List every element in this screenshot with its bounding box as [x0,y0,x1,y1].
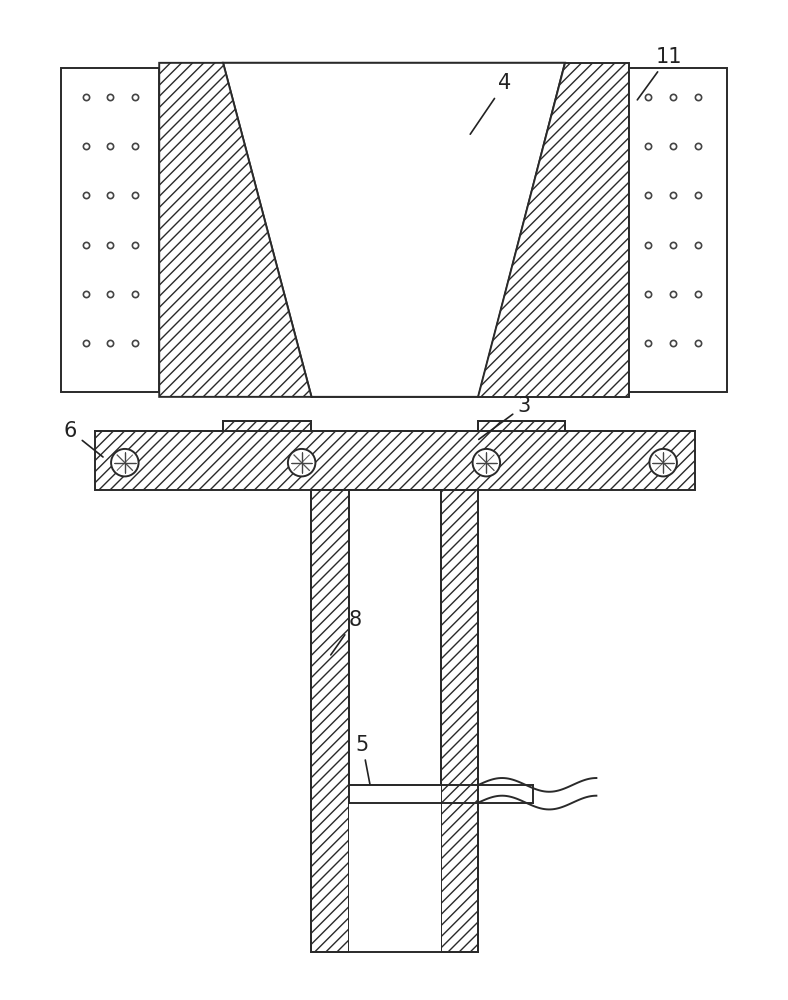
Circle shape [649,449,677,476]
Polygon shape [478,63,629,397]
Text: 5: 5 [355,735,370,784]
Polygon shape [159,63,311,397]
Polygon shape [311,490,349,952]
Polygon shape [95,431,694,490]
Circle shape [288,449,315,476]
Circle shape [473,449,500,476]
Text: 11: 11 [637,47,682,100]
Text: 6: 6 [64,421,103,457]
Bar [629,68,727,392]
Circle shape [111,449,139,476]
Bar [349,785,441,952]
Text: 3: 3 [479,396,531,439]
Polygon shape [441,490,478,952]
Text: 8: 8 [331,610,362,655]
Bar [61,68,159,392]
Polygon shape [223,63,565,397]
Polygon shape [223,63,565,397]
Polygon shape [478,421,565,431]
Polygon shape [223,421,311,431]
Text: 4: 4 [470,73,511,134]
Bar [311,490,478,952]
Bar [349,490,441,785]
